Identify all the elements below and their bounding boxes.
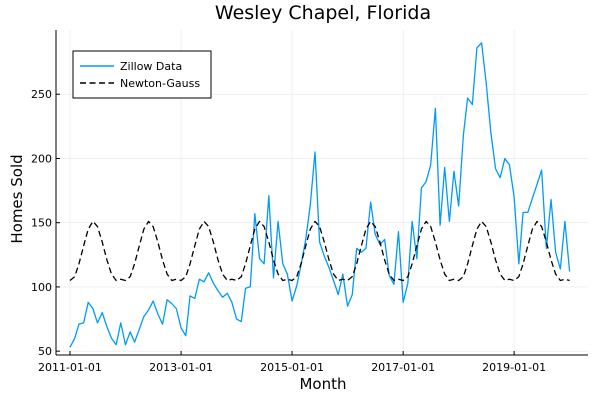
legend-box — [72, 50, 212, 99]
y-axis-label: Homes Sold — [8, 154, 26, 243]
chart-title: Wesley Chapel, Florida — [215, 2, 431, 24]
series-line-zillow-data — [69, 42, 571, 348]
y-ticks: 50 100 150 200 250 — [31, 88, 60, 358]
x-axis-label: Month — [299, 375, 346, 393]
x-ticks: 2011-01-01 2013-01-01 2015-01-01 2017-01-01… — [38, 351, 546, 374]
x-tick-label: 2017-01-01 — [371, 361, 435, 374]
x-tick-label: 2013-01-01 — [149, 361, 213, 374]
y-tick-label: 50 — [38, 345, 52, 358]
series-line-newton-gauss — [69, 220, 570, 282]
y-tick-label: 250 — [31, 88, 52, 101]
axes — [55, 30, 588, 356]
y-tick-label: 100 — [31, 281, 52, 294]
x-tick-label: 2019-01-01 — [482, 361, 546, 374]
series-lines — [69, 42, 571, 348]
y-tick-label: 200 — [31, 152, 52, 165]
legend: Zillow Data Newton-Gauss — [72, 50, 212, 99]
legend-label-newton-gauss: Newton-Gauss — [120, 77, 200, 90]
x-tick-label: 2011-01-01 — [38, 361, 102, 374]
legend-label-zillow-data: Zillow Data — [120, 60, 182, 73]
x-tick-label: 2015-01-01 — [260, 361, 324, 374]
y-tick-label: 150 — [31, 217, 52, 230]
